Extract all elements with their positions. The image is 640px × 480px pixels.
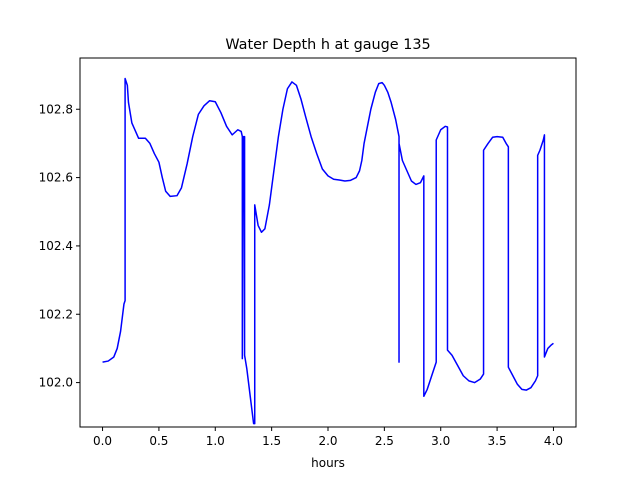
y-tick-label: 102.6 bbox=[39, 171, 73, 185]
x-axis-ticks: 0.0 0.5 1.0 1.5 2.0 2.5 3.0 3.5 4.0 bbox=[93, 427, 563, 448]
y-axis-ticks: 102.0 102.2 102.4 102.6 102.8 bbox=[39, 102, 80, 390]
y-tick-label: 102.0 bbox=[39, 376, 73, 390]
x-tick-label: 3.5 bbox=[488, 434, 507, 448]
y-tick-label: 102.8 bbox=[39, 102, 73, 116]
axes-frame bbox=[79, 57, 577, 428]
x-tick-label: 0.0 bbox=[93, 434, 112, 448]
x-tick-label: 1.0 bbox=[206, 434, 225, 448]
x-tick-label: 4.0 bbox=[544, 434, 563, 448]
y-tick-label: 102.2 bbox=[39, 307, 73, 321]
x-tick-label: 3.0 bbox=[431, 434, 450, 448]
series-line-0 bbox=[102, 77, 554, 425]
series-layer bbox=[102, 77, 554, 425]
y-tick-label: 102.4 bbox=[39, 239, 73, 253]
chart-title: Water Depth h at gauge 135 bbox=[225, 37, 430, 53]
x-tick-label: 2.0 bbox=[318, 434, 337, 448]
x-tick-label: 0.5 bbox=[149, 434, 168, 448]
x-axis-label: hours bbox=[311, 456, 345, 470]
x-tick-label: 2.5 bbox=[375, 434, 394, 448]
x-tick-label: 1.5 bbox=[262, 434, 281, 448]
